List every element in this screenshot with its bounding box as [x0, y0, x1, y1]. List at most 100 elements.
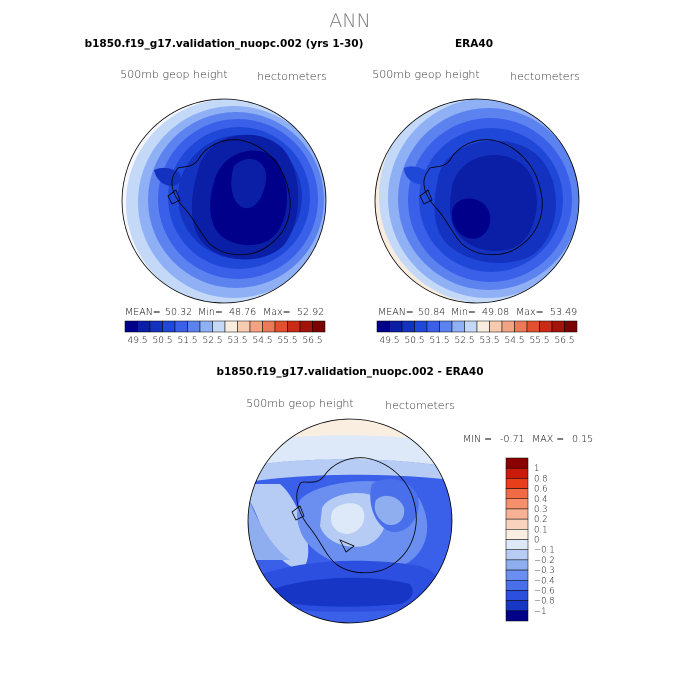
panel-era40-colorbar-box: [476, 320, 490, 333]
panel-era40-colorbar-label: 53.5: [479, 336, 499, 346]
panel-diff-colorbar-box: [505, 488, 529, 499]
panel-era40-outline: [374, 98, 580, 304]
panel-model-colorbar-box: [249, 320, 263, 333]
panel-era40-colorbar-box: [514, 320, 528, 333]
panel-era40-right-label: hectometers: [510, 70, 580, 83]
panel-diff-colorbar-box: [505, 590, 529, 601]
panel-model-colorbar-box: [162, 320, 176, 333]
panel-era40-colorbar-box: [564, 320, 578, 333]
panel-era40-colorbar-label: 51.5: [429, 336, 449, 346]
panel-model-colorbar-box: [149, 320, 163, 333]
panel-diff-map: [248, 419, 452, 623]
panel-model-colorbar-label: 52.5: [202, 336, 222, 346]
panel-model-right-label: hectometers: [257, 70, 327, 83]
panel-model-title: b1850.f19_g17.validation_nuopc.002 (yrs …: [85, 38, 364, 50]
panel-era40-colorbar: 49.5 50.5 51.5 52.5 53.5 54.5 55.5 56.5: [376, 320, 578, 346]
panel-era40-mean-label: MEAN=: [378, 307, 414, 318]
panel-model-min-label: Min=: [198, 307, 223, 318]
panel-model-colorbar-box: [262, 320, 276, 333]
panel-diff-colorbar-box: [505, 610, 529, 622]
panel-model-colorbar-label: 55.5: [277, 336, 297, 346]
panel-era40-mean-value: 50.84: [418, 307, 445, 318]
panel-diff-colorbar-label: 1: [534, 464, 539, 474]
panel-diff-colorbar-label: 0: [534, 536, 539, 546]
panel-model-colorbar-box: [287, 320, 301, 333]
panel-diff-colorbar-box: [505, 498, 529, 510]
panel-diff-colorbar-box: [505, 478, 529, 489]
panel-diff-colorbar-label: −0.1: [534, 546, 555, 556]
panel-model-colorbar-label: 50.5: [152, 336, 172, 346]
panel-model-colorbar-box: [224, 320, 238, 333]
panel-era40-colorbar-box: [501, 320, 515, 333]
panel-era40-colorbar-box: [401, 320, 415, 333]
panel-era40-colorbar-label: 55.5: [529, 336, 549, 346]
panel-diff-colorbar-label: 0.4: [534, 495, 548, 505]
panel-model-colorbar-label: 56.5: [302, 336, 322, 346]
panel-diff-colorbar-box: [505, 580, 529, 591]
panel-era40-min-label: Min=: [451, 307, 476, 318]
panel-model-colorbar-box: [187, 320, 201, 333]
panel-model-min-value: 48.76: [229, 307, 256, 318]
panel-model-colorbar-box: [124, 320, 138, 333]
panel-model: b1850.f19_g17.validation_nuopc.002 (yrs …: [85, 38, 364, 346]
panel-diff-max-value: 0.15: [572, 434, 593, 445]
panel-diff-colorbar-box: [505, 549, 529, 561]
panel-era40-left-label: 500mb geop height: [372, 68, 479, 81]
panel-era40-max-label: Max=: [516, 307, 544, 318]
panel-model-colorbar-box: [212, 320, 226, 333]
panel-diff-colorbar-label: −0.4: [534, 576, 555, 586]
panel-era40-coastline: [419, 139, 543, 256]
panel-diff-colorbar-label: 0.8: [534, 474, 548, 484]
panel-era40-colorbar-box: [539, 320, 553, 333]
panel-diff-outline: [247, 418, 453, 624]
panel-diff-colorbar-label: 0.3: [534, 505, 548, 515]
panel-diff-title: b1850.f19_g17.validation_nuopc.002 - ERA…: [216, 366, 483, 378]
panel-model-map: [122, 99, 326, 303]
panel-model-colorbar-label: 51.5: [177, 336, 197, 346]
panel-model-colorbar-box: [312, 320, 326, 333]
panel-model-left-label: 500mb geop height: [120, 68, 227, 81]
panel-diff-colorbar-box: [505, 467, 529, 479]
panel-era40-colorbar-box: [526, 320, 540, 333]
panel-diff: b1850.f19_g17.validation_nuopc.002 - ERA…: [216, 366, 593, 624]
panel-era40-colorbar-box: [389, 320, 403, 333]
panel-era40-colorbar-box: [489, 320, 503, 333]
panel-model-colorbar-box: [274, 320, 288, 333]
panel-diff-colorbar-label: −0.6: [534, 586, 555, 596]
panel-diff-max-label: MAX =: [532, 434, 564, 445]
panel-diff-right-label: hectometers: [385, 399, 455, 412]
panel-diff-colorbar-label: −1: [534, 607, 547, 617]
panel-model-max-label: Max=: [263, 307, 291, 318]
panel-model-colorbar-box: [299, 320, 313, 333]
panel-model-colorbar-label: 49.5: [127, 336, 147, 346]
panel-model-outline: [121, 98, 327, 304]
panel-era40-colorbar-box: [426, 320, 440, 333]
panel-diff-colorbar-label: 0.1: [534, 525, 548, 535]
panel-diff-colorbar-box: [505, 529, 529, 540]
panel-diff-colorbar-label: −0.8: [534, 597, 555, 607]
panel-diff-colorbar-label: 0.2: [534, 515, 548, 525]
panel-era40-stats: MEAN= 50.84 Min= 49.08 Max= 53.49: [378, 307, 577, 318]
panel-era40-colorbar-box: [439, 320, 453, 333]
panel-era40-colorbar-box: [414, 320, 428, 333]
panel-diff-colorbar-box: [505, 559, 529, 571]
panel-diff-min-label: MIN =: [463, 434, 492, 445]
page-title: ANN: [329, 10, 370, 32]
panel-diff-colorbar-box: [505, 457, 529, 469]
panel-era40-colorbar-box: [376, 320, 390, 333]
panel-model-colorbar: 49.5 50.5 51.5 52.5 53.5 54.5 55.5 56.5: [124, 320, 326, 346]
panel-era40-colorbar-label: 49.5: [379, 336, 399, 346]
panel-era40-colorbar-box: [451, 320, 465, 333]
panel-diff-colorbar-label: 0.6: [534, 485, 548, 495]
panel-diff-colorbar-box: [505, 600, 529, 612]
panel-diff-colorbar-box: [505, 508, 529, 520]
panel-diff-colorbar: 10.80.60.40.30.20.10−0.1−0.2−0.3−0.4−0.6…: [505, 457, 555, 622]
panel-diff-colorbar-label: −0.2: [534, 556, 555, 566]
panel-era40-min-value: 49.08: [482, 307, 509, 318]
panel-model-coastline: [167, 139, 291, 256]
panel-model-colorbar-box: [137, 320, 151, 333]
panel-diff-colorbar-label: −0.3: [534, 566, 555, 576]
panel-era40: ERA40 500mb geop height hectometers MEAN…: [372, 38, 580, 346]
panel-model-stats: MEAN= 50.32 Min= 48.76 Max= 52.92: [125, 307, 324, 318]
